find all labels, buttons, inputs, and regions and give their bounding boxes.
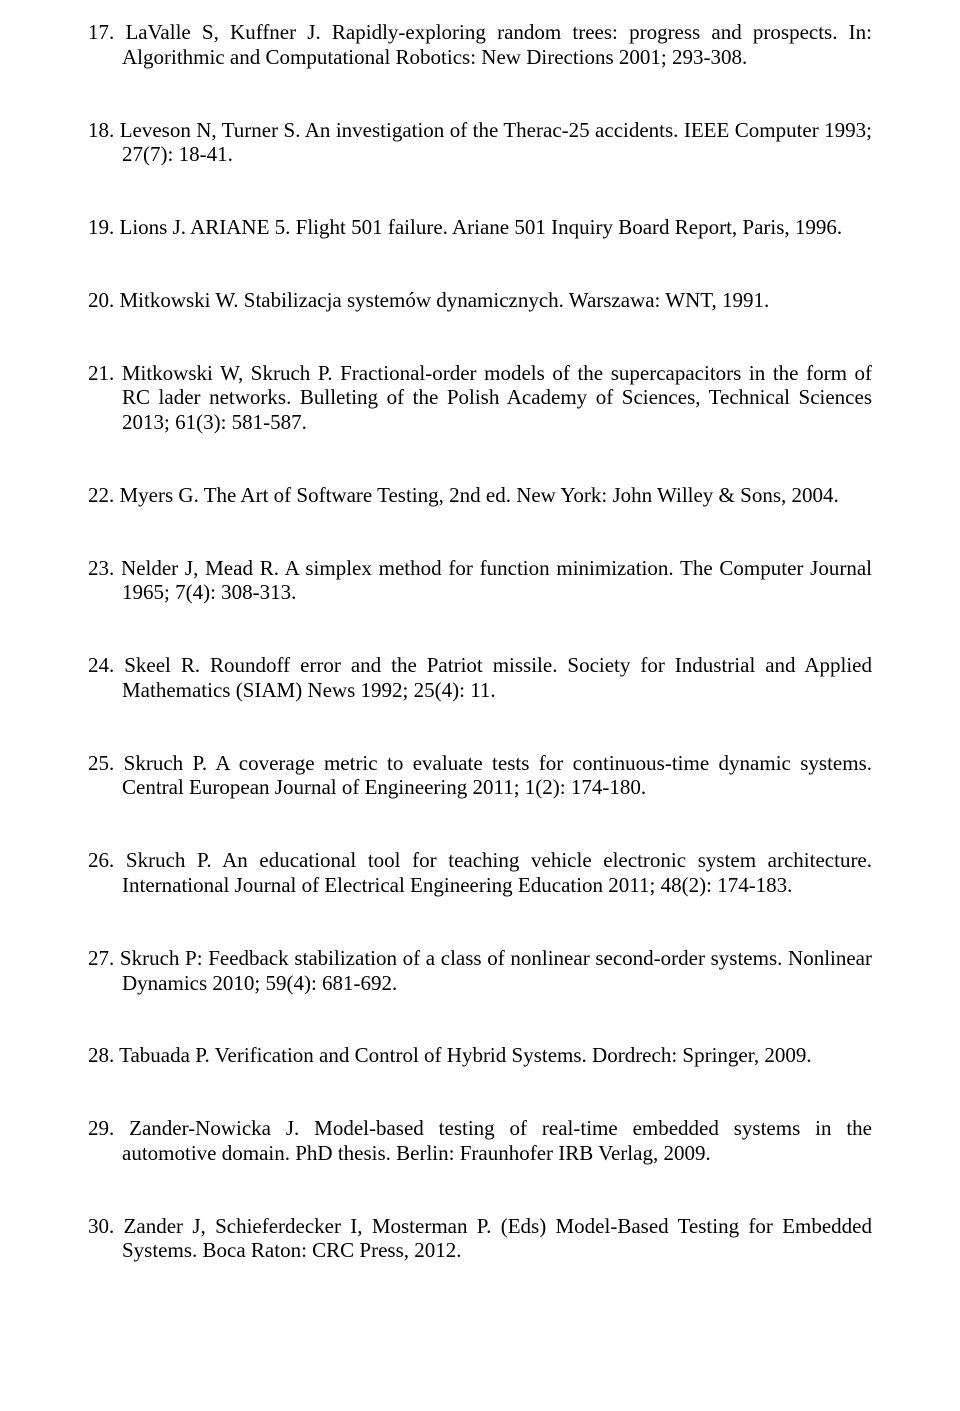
reference-number: 24. xyxy=(88,653,114,677)
reference-number: 30. xyxy=(88,1214,114,1238)
reference-text: Zander-Nowicka J. Model-based testing of… xyxy=(122,1116,872,1165)
reference-text: Leveson N, Turner S. An investigation of… xyxy=(120,118,872,167)
reference-number: 21. xyxy=(88,361,114,385)
reference-item: 26. Skruch P. An educational tool for te… xyxy=(88,848,872,898)
reference-number: 23. xyxy=(88,556,114,580)
reference-text: Mitkowski W. Stabilizacja systemów dynam… xyxy=(120,288,770,312)
reference-number: 20. xyxy=(88,288,114,312)
references-page: 17. LaValle S, Kuffner J. Rapidly-explor… xyxy=(0,0,960,1303)
reference-text: Lions J. ARIANE 5. Flight 501 failure. A… xyxy=(120,215,843,239)
reference-item: 28. Tabuada P. Verification and Control … xyxy=(88,1043,872,1068)
reference-item: 23. Nelder J, Mead R. A simplex method f… xyxy=(88,556,872,606)
reference-number: 22. xyxy=(88,483,114,507)
reference-item: 20. Mitkowski W. Stabilizacja systemów d… xyxy=(88,288,872,313)
reference-item: 18. Leveson N, Turner S. An investigatio… xyxy=(88,118,872,168)
reference-text: Zander J, Schieferdecker I, Mosterman P.… xyxy=(122,1214,872,1263)
reference-number: 29. xyxy=(88,1116,114,1140)
reference-text: Skruch P. A coverage metric to evaluate … xyxy=(122,751,872,800)
reference-item: 27. Skruch P: Feedback stabilization of … xyxy=(88,946,872,996)
reference-item: 25. Skruch P. A coverage metric to evalu… xyxy=(88,751,872,801)
reference-text: Nelder J, Mead R. A simplex method for f… xyxy=(121,556,872,605)
reference-number: 19. xyxy=(88,215,114,239)
reference-item: 30. Zander J, Schieferdecker I, Mosterma… xyxy=(88,1214,872,1264)
reference-item: 19. Lions J. ARIANE 5. Flight 501 failur… xyxy=(88,215,872,240)
reference-text: Tabuada P. Verification and Control of H… xyxy=(119,1043,812,1067)
reference-number: 27. xyxy=(88,946,114,970)
reference-item: 21. Mitkowski W, Skruch P. Fractional-or… xyxy=(88,361,872,435)
reference-item: 29. Zander-Nowicka J. Model-based testin… xyxy=(88,1116,872,1166)
reference-item: 22. Myers G. The Art of Software Testing… xyxy=(88,483,872,508)
reference-number: 26. xyxy=(88,848,114,872)
reference-text: Skeel R. Roundoff error and the Patriot … xyxy=(122,653,872,702)
reference-text: Skruch P: Feedback stabilization of a cl… xyxy=(120,946,872,995)
reference-item: 17. LaValle S, Kuffner J. Rapidly-explor… xyxy=(88,20,872,70)
reference-number: 17. xyxy=(88,20,114,44)
reference-text: Skruch P. An educational tool for teachi… xyxy=(122,848,872,897)
reference-number: 18. xyxy=(88,118,114,142)
reference-text: Myers G. The Art of Software Testing, 2n… xyxy=(120,483,839,507)
reference-number: 28. xyxy=(88,1043,114,1067)
reference-text: LaValle S, Kuffner J. Rapidly-exploring … xyxy=(122,20,872,69)
reference-number: 25. xyxy=(88,751,114,775)
reference-text: Mitkowski W, Skruch P. Fractional-order … xyxy=(122,361,872,435)
reference-item: 24. Skeel R. Roundoff error and the Patr… xyxy=(88,653,872,703)
